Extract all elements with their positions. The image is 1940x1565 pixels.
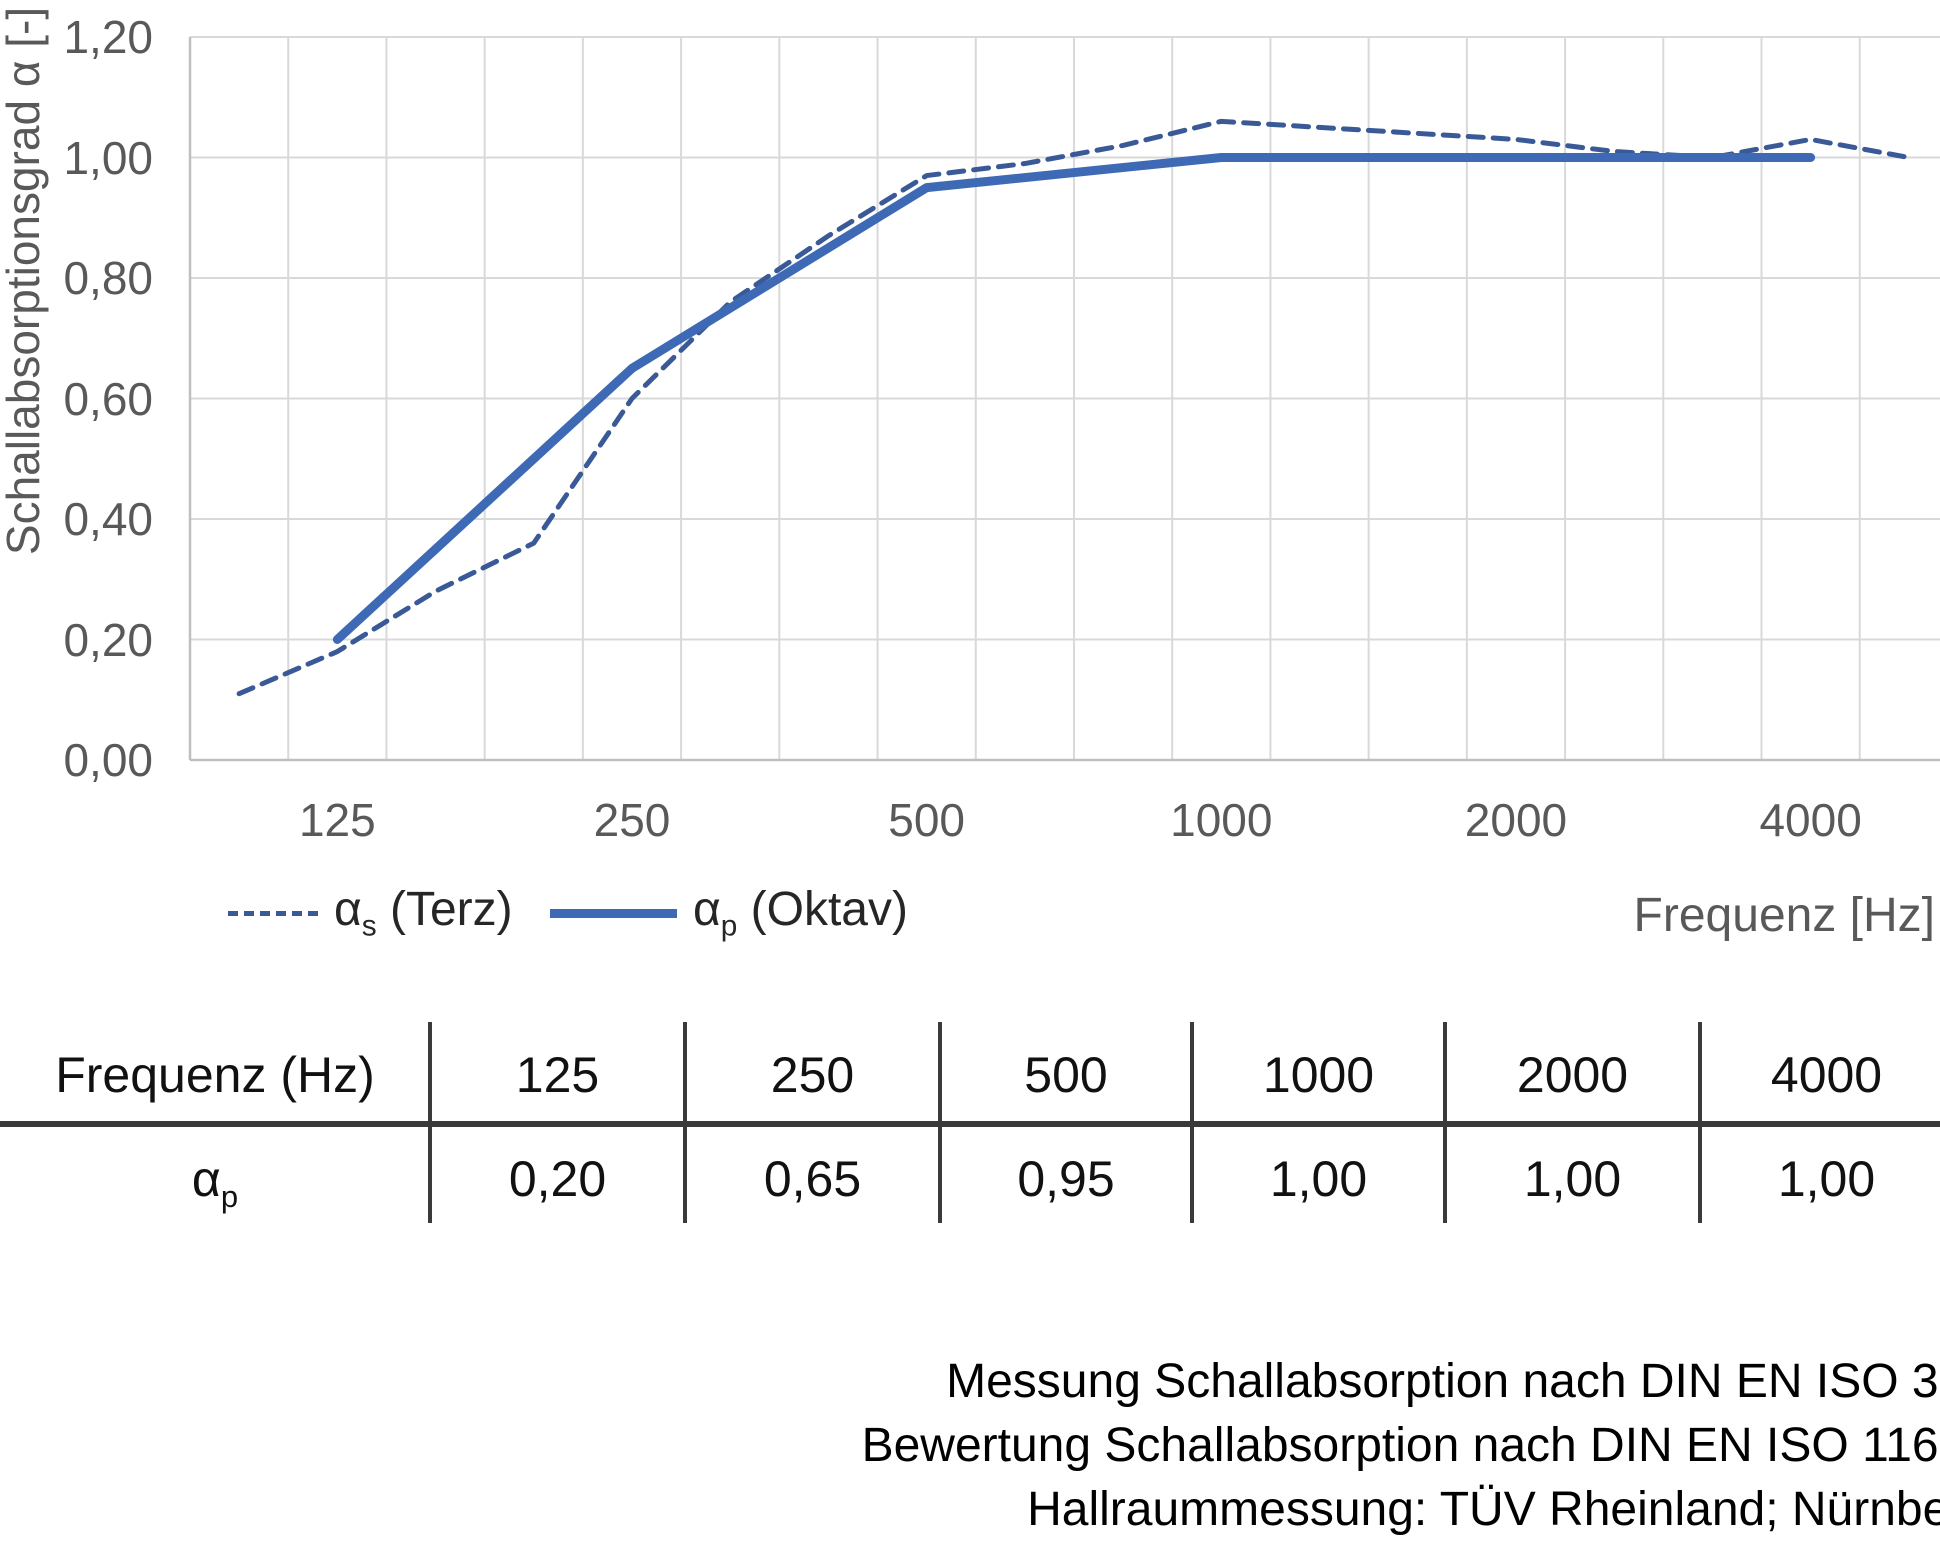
series-line-oktav [332, 153, 1816, 644]
legend-label-terz: αs (Terz) [334, 882, 513, 944]
table-header-value: 500 [1024, 1047, 1108, 1103]
footer-line-rating: Bewertung Schallabsorption nach DIN EN I… [861, 1419, 1940, 1472]
legend-series-name: (Oktav) [737, 883, 908, 937]
table-header-value: 125 [515, 1047, 600, 1103]
table-header-value: 4000 [1770, 1047, 1883, 1103]
x-axis-title: Frequenz [Hz] [1633, 889, 1935, 942]
table-header-frequency: Frequenz (Hz) [55, 1047, 375, 1103]
table-cell-alpha-value: 1,00 [1269, 1151, 1368, 1207]
table-cell-alpha-value: 0,65 [763, 1151, 862, 1207]
legend-item-terz: αs (Terz) [228, 882, 513, 944]
y-tick-label: 0,80 [63, 252, 153, 304]
table-header-value: 250 [770, 1047, 855, 1103]
x-tick-label: 1000 [1170, 794, 1273, 846]
footer-line-measurement: Messung Schallabsorption nach DIN EN ISO… [946, 1355, 1940, 1408]
footer-line-lab: Hallraummessung: TÜV Rheinland; Nürnberg [1027, 1483, 1940, 1536]
table-header-value: 2000 [1516, 1047, 1629, 1103]
table-header-rule [0, 1121, 1940, 1127]
footer-notes: Messung Schallabsorption nach DIN EN ISO… [0, 1350, 1940, 1542]
x-tick-label: 500 [888, 794, 966, 846]
legend-subscript: s [361, 909, 377, 943]
legend-series-name: (Terz) [376, 883, 513, 937]
x-tick-label: 4000 [1759, 794, 1862, 846]
table-cell-alpha-value: 0,20 [508, 1151, 607, 1207]
alpha-symbol: α [191, 1151, 221, 1207]
legend-label-oktav: αp (Oktav) [693, 882, 908, 944]
legend-item-oktav: αp (Oktav) [550, 882, 908, 944]
x-tick-label: 2000 [1464, 794, 1568, 846]
legend-alpha-symbol: α [693, 883, 721, 937]
solid-line-sample-icon [550, 908, 677, 918]
table-cell-alpha-value: 0,95 [1017, 1151, 1115, 1207]
series-line-terz [236, 118, 1912, 697]
y-tick-label: 1,00 [63, 131, 153, 184]
x-tick-label: 250 [593, 794, 671, 846]
y-tick-label: 0,20 [63, 613, 153, 666]
x-tick-label: 125 [298, 794, 376, 846]
table-row-label-alpha-p: αp [192, 1150, 238, 1226]
absorption-chart [188, 36, 1940, 762]
y-tick-label: 0,60 [63, 372, 153, 425]
table-cell-alpha-value: 1,00 [1523, 1151, 1622, 1207]
table-header-value: 1000 [1262, 1047, 1375, 1103]
y-tick-label: 0,40 [63, 493, 153, 545]
legend-alpha-symbol: α [334, 883, 362, 937]
dashed-line-sample-icon [228, 910, 318, 916]
alpha-subscript: p [220, 1179, 239, 1214]
y-tick-label: 0,00 [63, 734, 153, 786]
table-cell-alpha-value: 1,00 [1777, 1151, 1876, 1207]
y-tick-label: 1,20 [63, 11, 153, 63]
legend-subscript: p [720, 909, 738, 943]
